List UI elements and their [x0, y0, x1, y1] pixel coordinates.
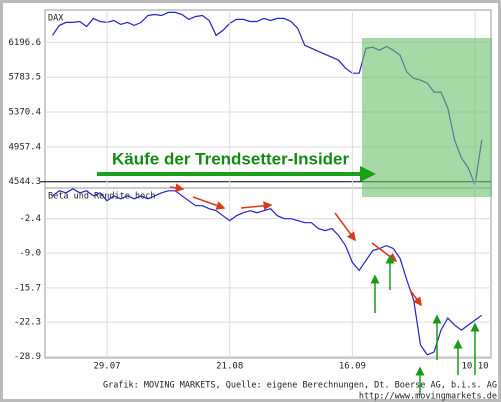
y-tick-label: -9.0 [19, 248, 41, 258]
y-tick-label: -2.4 [19, 214, 41, 224]
highlight-box [362, 38, 492, 197]
y-tick-label: -22.3 [14, 318, 41, 328]
y-tick-label: 4957.4 [8, 142, 41, 152]
panel-title: DAX [48, 14, 64, 24]
y-tick-label: 6196.6 [8, 38, 41, 48]
y-tick-label: 5783.5 [8, 73, 41, 83]
x-tick-label: 16.09 [339, 362, 366, 372]
green-up-arrows [370, 254, 480, 395]
footer-url: http://www.movingmarkets.de [359, 392, 497, 402]
footer-credit: Grafik: MOVING MARKETS, Quelle: eigene B… [103, 381, 497, 391]
x-tick-label: 29.07 [93, 362, 120, 372]
panel-title: Beta und Rendite hoch [48, 192, 155, 202]
y-tick-label: 4544.3 [8, 177, 41, 187]
x-tick-label: 21.08 [216, 362, 243, 372]
red-arrows [169, 183, 422, 307]
y-tick-label: -28.9 [14, 352, 41, 362]
y-tick-label: -15.7 [14, 283, 41, 293]
y-tick-label: 5370.4 [8, 108, 41, 118]
annotation: Käufe der Trendsetter-Insider [112, 149, 350, 168]
